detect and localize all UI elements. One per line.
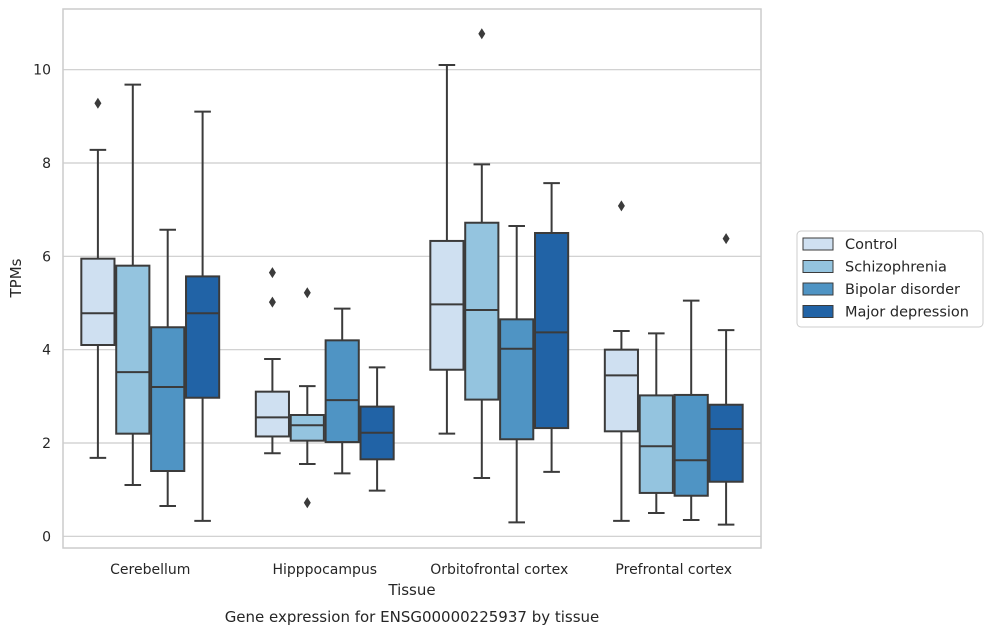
box-major-depression — [185, 110, 221, 522]
box-bipolar-disorder — [324, 307, 360, 475]
legend-item: Schizophrenia — [802, 260, 947, 276]
box-bipolar-disorder — [673, 299, 709, 521]
box-schizophrenia — [115, 83, 151, 486]
legend-swatch — [802, 282, 834, 296]
box-iqr — [603, 348, 639, 433]
box-control — [254, 267, 290, 455]
outlier-point — [268, 296, 276, 308]
box-iqr — [254, 390, 290, 438]
box-schizophrenia — [289, 287, 325, 509]
y-tick-label: 0 — [42, 529, 51, 545]
outlier-point — [722, 233, 730, 245]
y-tick-label: 10 — [33, 63, 51, 79]
legend-swatch — [802, 237, 834, 251]
box-iqr — [185, 275, 221, 399]
legend-item: Bipolar disorder — [802, 282, 960, 298]
x-axis-label: Tissue — [387, 581, 435, 599]
y-tick-label: 2 — [42, 436, 51, 452]
box-iqr — [80, 257, 116, 346]
box-bipolar-disorder — [499, 225, 535, 524]
legend-label: Major depression — [845, 305, 969, 321]
box-iqr — [499, 318, 535, 441]
y-axis-ticks: 0 2 4 6 8 10 — [33, 63, 51, 546]
outlier-point — [617, 200, 625, 212]
plot-area-frame — [62, 8, 762, 549]
legend: Control Schizophrenia Bipolar disorder Majo… — [796, 230, 984, 328]
x-tick-label: Prefrontal cortex — [615, 562, 732, 578]
x-axis-ticks: Cerebellum Hipppocampus Orbitofrontal cort… — [110, 562, 732, 578]
box-iqr — [324, 339, 360, 444]
x-tick-label: Orbitofrontal cortex — [430, 562, 568, 578]
legend-item: Control — [802, 237, 897, 253]
box-iqr — [289, 414, 325, 442]
legend-label: Schizophrenia — [845, 260, 947, 276]
legend-label: Bipolar disorder — [845, 282, 960, 298]
x-tick-label: Hipppocampus — [272, 562, 377, 578]
box-iqr — [115, 264, 151, 435]
box-control — [603, 200, 639, 522]
box-iqr — [464, 221, 500, 401]
legend-item: Major depression — [802, 305, 969, 321]
box-groups — [80, 28, 744, 526]
box-iqr — [638, 394, 674, 494]
box-bipolar-disorder — [150, 228, 186, 507]
legend-swatch — [802, 260, 834, 273]
box-control — [80, 97, 116, 459]
box-major-depression — [359, 366, 395, 492]
outlier-point — [478, 28, 486, 40]
x-tick-label: Cerebellum — [110, 562, 190, 578]
box-iqr — [708, 403, 744, 483]
box-iqr — [673, 393, 709, 497]
y-tick-label: 4 — [42, 343, 51, 359]
legend-frame — [796, 230, 984, 328]
y-tick-label: 6 — [42, 249, 51, 265]
box-major-depression — [534, 182, 570, 473]
chart-caption: Gene expression for ENSG00000225937 by t… — [225, 608, 600, 626]
box-iqr — [534, 232, 570, 430]
box-schizophrenia — [464, 28, 500, 479]
outlier-point — [303, 497, 311, 509]
y-tick-label: 8 — [42, 156, 51, 172]
outlier-point — [94, 97, 102, 109]
outlier-point — [303, 287, 311, 299]
box-iqr — [150, 326, 186, 472]
box-schizophrenia — [638, 332, 674, 514]
outlier-point — [268, 267, 276, 279]
box-control — [429, 64, 465, 435]
y-axis-label: TPMs — [7, 258, 25, 298]
legend-swatch — [802, 305, 834, 318]
box-major-depression — [708, 233, 744, 526]
legend-label: Control — [845, 237, 897, 253]
